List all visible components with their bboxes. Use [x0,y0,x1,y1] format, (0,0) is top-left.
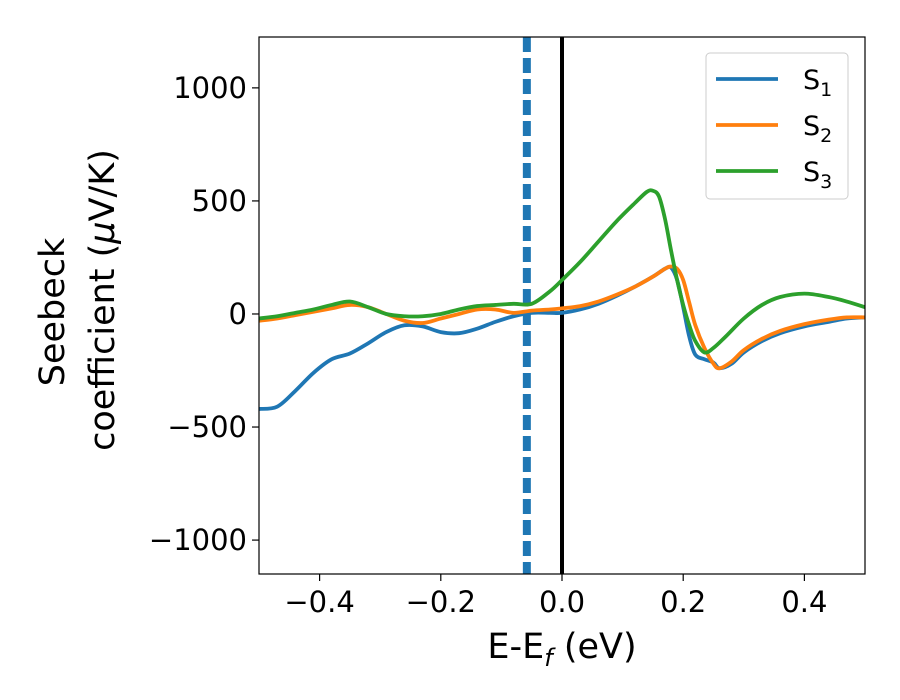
x-tick-label: 0.4 [781,585,827,619]
legend: S1 S2 S3 [705,52,849,200]
y-tick-label: 0 [229,297,247,331]
vertical-lines [522,37,564,574]
y-tick-label: 1000 [173,71,247,105]
series-lines [259,188,865,411]
x-axis-label: E-Ef (eV) [487,627,636,672]
y-tick-label: 500 [192,184,247,218]
y-axis-label-line1: Seebeck [33,237,73,386]
legend-label-s2: S2 [803,111,832,147]
y-axis-ticks: 1000 500 0 −500 −1000 [149,71,259,557]
x-tick-label: 0.2 [660,585,706,619]
x-tick-label: 0.0 [539,585,585,619]
legend-label-s3: S3 [803,157,832,193]
x-axis-ticks: −0.4 −0.2 0.0 0.2 0.4 [284,574,827,619]
y-tick-label: −500 [167,410,247,444]
legend-label-s1: S1 [803,65,832,101]
series-line-s3 [259,188,865,355]
x-tick-label: −0.4 [284,585,354,619]
y-axis-label: Seebeck coefficient (μV/K) [33,149,123,451]
x-tick-label: −0.2 [406,585,476,619]
y-tick-label: −1000 [149,523,247,557]
y-axis-label-line2: coefficient (μV/K) [83,149,123,451]
